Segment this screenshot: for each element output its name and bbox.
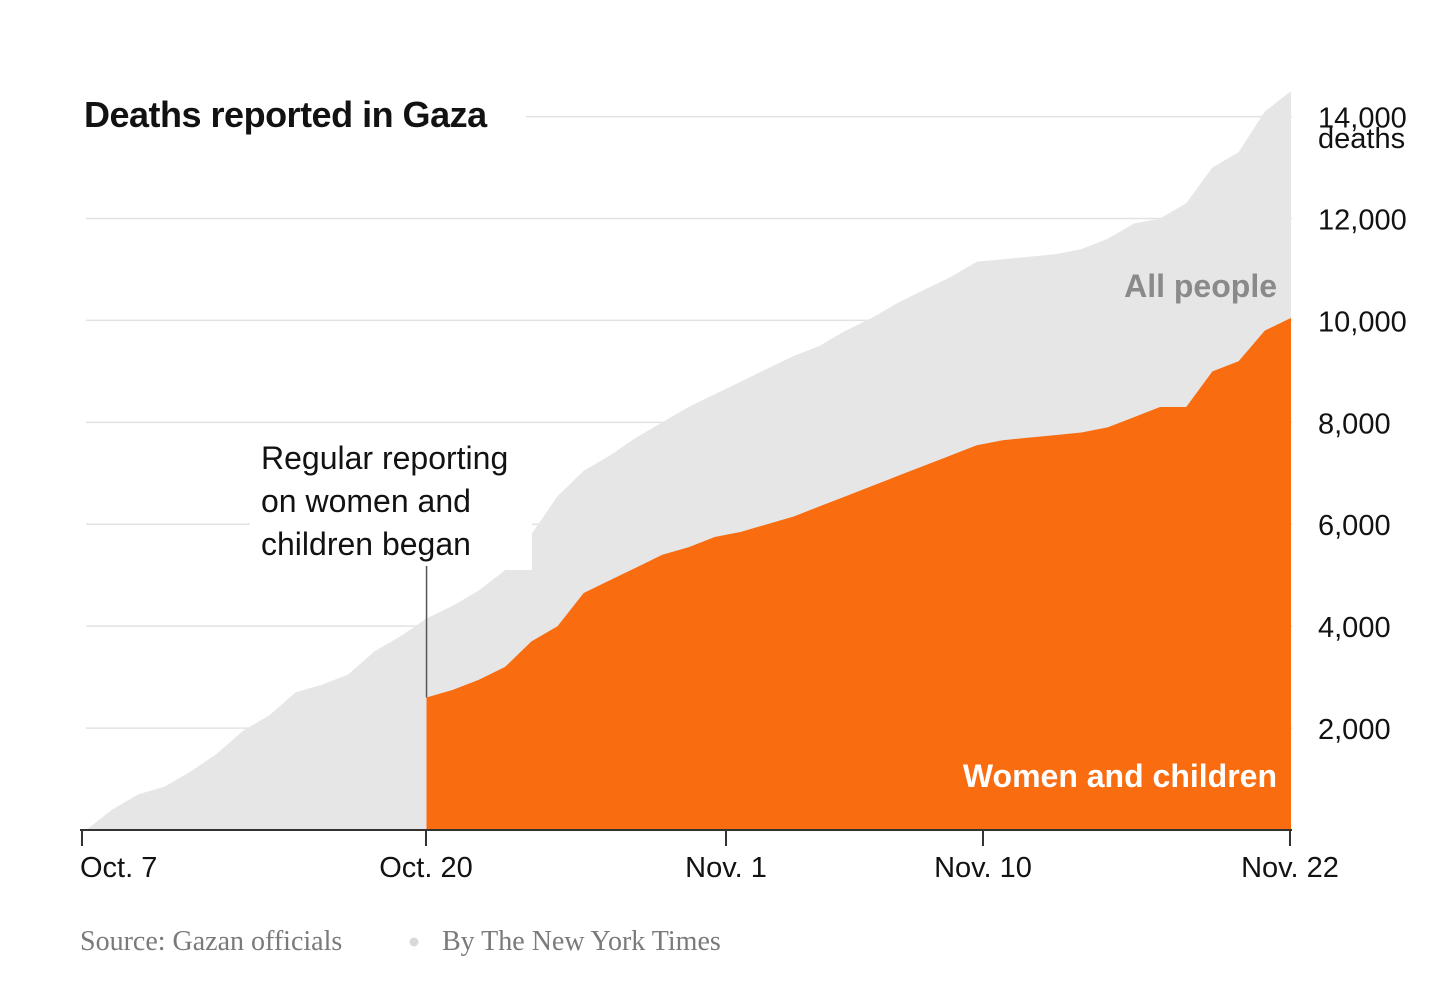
footer-separator-dot [409,937,419,947]
x-tick-label: Nov. 1 [685,852,767,884]
y-tick-label: 8,000 [1318,408,1391,440]
title-backdrop [70,86,526,144]
x-tick-label: Oct. 20 [379,852,473,884]
y-tick-label: 10,000 [1318,306,1407,338]
chart-title: Deaths reported in Gaza [84,94,488,135]
area-women-children [426,317,1291,830]
annotation-line-1: Regular reporting [261,440,508,476]
source-note: Source: Gazan officials [80,926,342,957]
x-tick-label: Oct. 7 [80,852,157,884]
byline: By The New York Times [442,926,721,957]
x-tick-label: Nov. 22 [1241,852,1339,884]
x-tick-label: Nov. 10 [934,852,1032,884]
y-axis-unit-label: deaths [1318,123,1405,155]
series-label-all-people: All people [1124,268,1277,304]
x-axis-ticks: Oct. 7 Oct. 20 Nov. 1 Nov. 10 Nov. 22 [80,830,1339,884]
annotation-backdrop [250,432,532,570]
y-tick-label: 4,000 [1318,612,1391,644]
series-label-women-children: Women and children [963,758,1277,794]
y-tick-label: 14,000 [1318,103,1407,135]
annotation-line-3: children began [261,526,471,562]
annotation-line-2: on women and [261,483,471,519]
y-tick-label: 12,000 [1318,204,1407,236]
y-tick-label: 2,000 [1318,714,1391,746]
y-tick-label: 6,000 [1318,510,1391,542]
annotation: Regular reporting on women and children … [250,432,532,698]
y-axis-labels: 2,000 4,000 6,000 8,000 10,000 12,000 14,000 [1318,103,1407,747]
